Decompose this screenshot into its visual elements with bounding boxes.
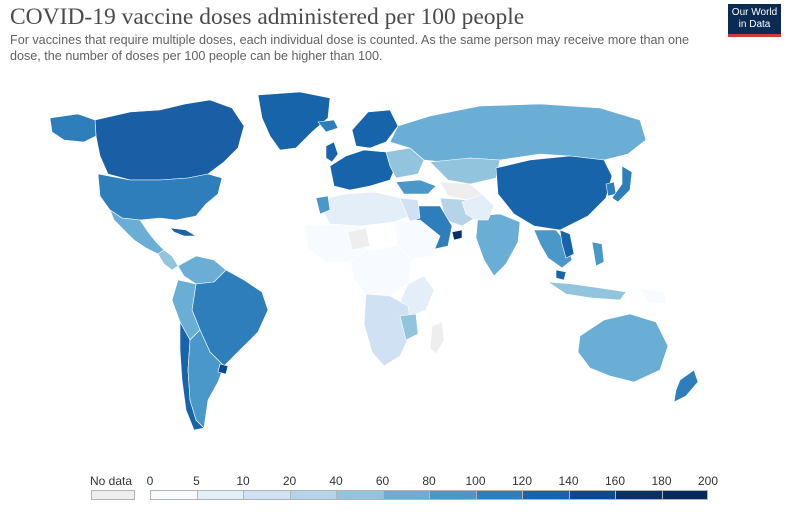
country-chad[interactable] [347, 227, 371, 251]
country-pakistan-afghanistan[interactable] [461, 193, 495, 221]
country-russia[interactable] [389, 103, 647, 163]
country-uae[interactable] [451, 229, 463, 241]
logo-line-2: in Data [738, 19, 771, 30]
world-map [49, 91, 699, 431]
country-southern-africa[interactable] [363, 293, 413, 367]
country-greenland[interactable] [257, 91, 331, 151]
legend-tick-label: 140 [558, 474, 579, 488]
legend-tick-label: 0 [146, 474, 154, 488]
legend-tick-label: 160 [604, 474, 626, 488]
legend-tick-label: 10 [236, 474, 250, 488]
country-western-europe[interactable] [329, 149, 397, 191]
legend-swatch [336, 490, 383, 500]
legend-swatch [382, 490, 429, 500]
legend-tick-label: 60 [375, 474, 390, 488]
country-united-kingdom[interactable] [325, 141, 339, 163]
legend-tick-label: 40 [329, 474, 343, 488]
country-new-zealand[interactable] [673, 369, 699, 403]
legend-tick-label: 200 [697, 474, 719, 488]
country-china[interactable] [495, 155, 613, 231]
country-scandinavia[interactable] [351, 109, 399, 149]
country-madagascar[interactable] [429, 321, 445, 355]
country-kazakhstan[interactable] [429, 157, 501, 185]
country-iceland[interactable] [317, 119, 339, 133]
country-egypt[interactable] [399, 197, 421, 223]
legend-tick-label: 5 [193, 474, 200, 488]
legend-swatch [475, 490, 522, 500]
country-turkey[interactable] [395, 179, 437, 195]
country-australia[interactable] [577, 313, 669, 383]
country-central-america[interactable] [157, 249, 179, 271]
country-alaska[interactable] [49, 113, 97, 143]
legend-swatch [196, 490, 243, 500]
country-malaysia[interactable] [555, 269, 567, 281]
legend-swatch [429, 490, 476, 500]
country-morocco[interactable] [315, 195, 331, 215]
legend-swatch [661, 490, 708, 500]
legend-swatch [522, 490, 569, 500]
country-united-states[interactable] [97, 173, 223, 221]
chart-title: COVID-19 vaccine doses administered per … [10, 4, 525, 30]
legend-swatch [150, 490, 197, 500]
country-papua-new-guinea[interactable] [639, 287, 667, 305]
country-vietnam[interactable] [559, 229, 575, 259]
chart-subtitle: For vaccines that require multiple doses… [10, 33, 690, 63]
legend-tick-label: 20 [282, 474, 297, 488]
legend-tick-label: 120 [511, 474, 533, 488]
legend-swatch [568, 490, 615, 500]
legend-tick-label: 180 [651, 474, 672, 488]
legend-swatch [289, 490, 336, 500]
country-north-africa[interactable] [317, 191, 411, 227]
country-argentina[interactable] [187, 329, 225, 429]
country-zimbabwe-mozambique[interactable] [399, 313, 419, 341]
legend-swatch [243, 490, 290, 500]
country-canada[interactable] [94, 99, 245, 181]
logo-line-1: Our World [731, 7, 778, 18]
country-cuba[interactable] [169, 227, 197, 237]
legend-no-data-swatch [91, 490, 135, 500]
country-japan[interactable] [611, 165, 633, 203]
country-philippines[interactable] [591, 241, 605, 267]
legend-tick-label: 100 [465, 474, 486, 488]
country-south-korea[interactable] [605, 181, 617, 197]
owid-logo[interactable]: Our World in Data [728, 4, 781, 37]
legend-tick-label: 80 [422, 474, 436, 488]
legend-no-data-label: No data [90, 474, 133, 488]
legend-swatch [615, 490, 662, 500]
country-india[interactable] [475, 213, 521, 277]
country-uruguay[interactable] [217, 363, 229, 375]
country-indonesia[interactable] [547, 281, 627, 301]
